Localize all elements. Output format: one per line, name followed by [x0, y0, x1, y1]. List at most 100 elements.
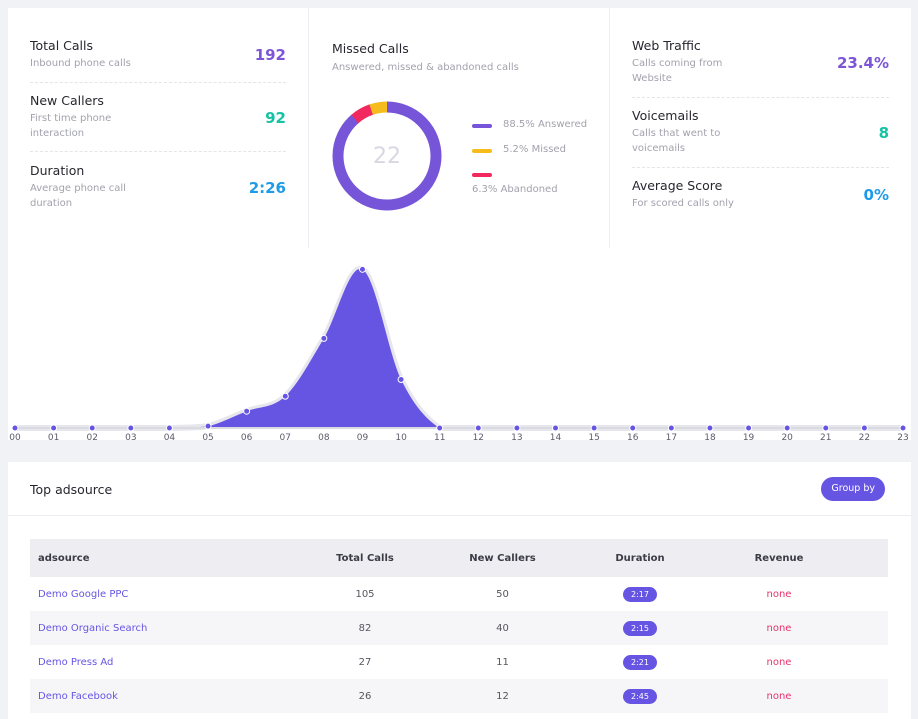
x-tick-label: 10: [395, 433, 407, 440]
missed-calls-title: Missed Calls: [332, 41, 409, 56]
right-stats: Web Traffic Calls coming from Website 23…: [610, 8, 911, 248]
calls-by-hour-chart: 00 01 02 03 04 05 06 07 08 09 10 11 12 13 14 15 16 17 18 19…: [9, 265, 909, 440]
x-tick-label: 14: [550, 433, 562, 440]
divider: [8, 515, 911, 516]
summary-card: Total Calls Inbound phone calls 192 New …: [8, 8, 911, 440]
stat-value: 8: [878, 124, 889, 142]
x-tick-label: 13: [511, 433, 522, 440]
donut-slice-missed: [332, 101, 442, 211]
data-point[interactable]: [706, 424, 714, 432]
data-point[interactable]: [165, 424, 173, 432]
adsource-link[interactable]: Demo Organic Search: [30, 611, 285, 645]
legend-swatch-abandoned: [472, 173, 492, 177]
stat-label: New Callers: [30, 93, 104, 108]
data-point[interactable]: [50, 424, 58, 432]
x-tick-label: 21: [820, 433, 831, 440]
spacer-cell: [838, 577, 888, 611]
revenue-cell: none: [766, 656, 792, 668]
duration-cell: 2:45: [560, 679, 720, 713]
legend-abandoned: 6.3% Abandoned: [472, 184, 558, 195]
new-callers-cell: 50: [496, 588, 509, 600]
data-point[interactable]: [281, 392, 289, 400]
donut-center-value: 22: [373, 144, 401, 169]
column-header-adsource[interactable]: adsource: [30, 539, 285, 577]
missed-calls-donut: 22: [332, 101, 442, 211]
data-point[interactable]: [127, 424, 135, 432]
data-point[interactable]: [436, 424, 444, 432]
column-header-new-callers[interactable]: New Callers: [445, 539, 560, 577]
stat-average-score: Average Score For scored calls only 0%: [632, 178, 889, 211]
data-point[interactable]: [358, 265, 366, 273]
missed-calls-subtitle: Answered, missed & abandoned calls: [332, 62, 519, 73]
stat-value: 23.4%: [836, 54, 889, 72]
table-row: Demo Facebook 26 12 2:45 none: [30, 679, 888, 713]
top-adsource-card: Top adsource Group by adsource Total Cal…: [8, 462, 911, 719]
duration-badge: 2:17: [623, 586, 657, 602]
column-header-duration[interactable]: Duration: [560, 539, 720, 577]
data-point[interactable]: [822, 424, 830, 432]
data-point[interactable]: [783, 424, 791, 432]
data-point[interactable]: [474, 424, 482, 432]
stat-sub: Inbound phone calls: [30, 58, 131, 69]
divider: [30, 82, 286, 83]
data-point[interactable]: [397, 375, 405, 383]
data-point[interactable]: [590, 424, 598, 432]
legend-missed: 5.2% Missed: [503, 144, 566, 155]
duration-cell: 2:17: [560, 577, 720, 611]
duration-cell: 2:21: [560, 645, 720, 679]
x-tick-label: 09: [357, 433, 369, 440]
column-header-revenue[interactable]: Revenue: [720, 539, 838, 577]
data-point[interactable]: [243, 407, 251, 415]
data-point[interactable]: [899, 424, 907, 432]
total-calls-cell: 26: [285, 679, 445, 713]
data-point[interactable]: [745, 424, 753, 432]
left-stats: Total Calls Inbound phone calls 192 New …: [8, 8, 308, 248]
table-row: Demo Google PPC 105 50 2:17 none: [30, 577, 888, 611]
new-callers-cell: 40: [445, 611, 560, 645]
stat-label: Duration: [30, 163, 85, 178]
group-by-button[interactable]: Group by: [821, 477, 885, 501]
stat-sub: For scored calls only: [632, 198, 734, 209]
table-row: Demo Organic Search 82 40 2:15 none: [30, 611, 888, 645]
legend-answered: 88.5% Answered: [503, 119, 588, 130]
divider: [632, 167, 889, 168]
duration-cell: 2:15: [560, 611, 720, 645]
stat-label: Average Score: [632, 178, 723, 193]
data-point[interactable]: [629, 424, 637, 432]
data-point[interactable]: [204, 422, 212, 430]
stat-sub: Calls coming from Website: [632, 58, 723, 84]
data-point[interactable]: [88, 424, 96, 432]
x-tick-label: 23: [897, 433, 908, 440]
revenue-cell: none: [766, 588, 792, 600]
x-tick-label: 15: [588, 433, 599, 440]
stat-value: 2:26: [248, 179, 286, 197]
data-point[interactable]: [667, 424, 675, 432]
donut-slice-answered: [332, 101, 442, 211]
series-area: [15, 268, 903, 428]
data-point[interactable]: [860, 424, 868, 432]
duration-badge: 2:45: [623, 688, 657, 704]
data-point[interactable]: [11, 424, 19, 432]
adsource-link[interactable]: Demo Facebook: [30, 679, 285, 713]
adsource-table: adsource Total Calls New Callers Duratio…: [30, 539, 888, 713]
x-tick-label: 16: [627, 433, 639, 440]
stat-value: 0%: [863, 186, 889, 204]
data-point[interactable]: [320, 334, 328, 342]
adsource-link[interactable]: Demo Google PPC: [38, 588, 129, 600]
x-tick-label: 20: [781, 433, 793, 440]
stat-label: Total Calls: [30, 38, 94, 53]
missed-calls-panel: Missed Calls Answered, missed & abandone…: [308, 8, 610, 248]
x-tick-label: 11: [434, 433, 445, 440]
x-tick-label: 07: [280, 433, 291, 440]
x-tick-label: 08: [318, 433, 330, 440]
stat-label: Voicemails: [632, 108, 699, 123]
x-tick-label: 22: [859, 433, 870, 440]
column-header-total-calls[interactable]: Total Calls: [285, 539, 445, 577]
data-point[interactable]: [552, 424, 560, 432]
revenue-cell: none: [720, 679, 838, 713]
x-tick-label: 19: [743, 433, 755, 440]
data-point[interactable]: [513, 424, 521, 432]
stat-voicemails: Voicemails Calls that went to voicemails…: [632, 108, 889, 156]
total-calls-cell: 27: [358, 656, 372, 668]
adsource-link[interactable]: Demo Press Ad: [38, 656, 114, 668]
